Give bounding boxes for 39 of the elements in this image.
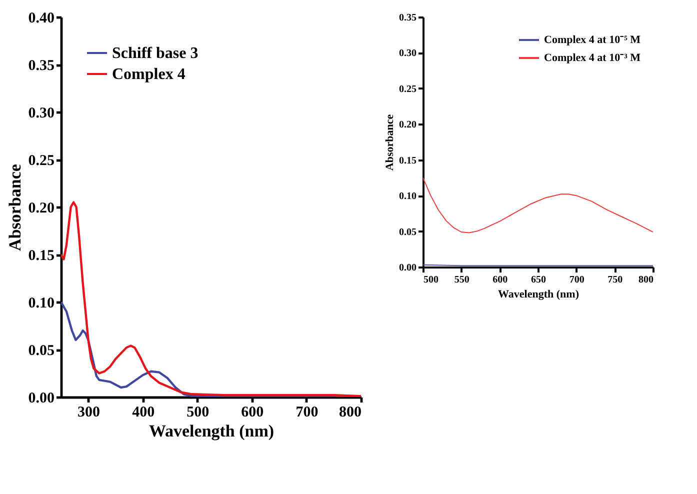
y-tick-label: 0.35 [399, 12, 416, 24]
y-tick-label: 0.20 [399, 120, 416, 131]
y-tick-label: 0.25 [28, 153, 54, 169]
x-tick-label: 750 [608, 274, 623, 286]
x-tick-label: 700 [569, 274, 584, 286]
legend-label: Complex 4 at 10⁻³ M [544, 52, 642, 64]
legend-label: Complex 4 [112, 66, 186, 83]
x-tick-label: 650 [531, 274, 546, 286]
x-axis-title: Wavelength (nm) [498, 288, 580, 300]
y-axis-title: Absorbance [5, 164, 24, 251]
x-tick-label: 600 [492, 274, 508, 286]
x-tick-label: 500 [186, 404, 210, 420]
x-tick-label: 500 [424, 274, 438, 286]
y-axis-title: Absorbance [384, 114, 396, 171]
x-tick-label: 550 [454, 274, 470, 286]
y-tick-label: 0.00 [28, 390, 54, 406]
x-tick-label: 300 [78, 404, 100, 420]
x-tick-label: 800 [339, 404, 362, 420]
y-tick-label: 0.05 [399, 226, 416, 238]
x-tick-label: 700 [296, 404, 318, 420]
x-tick-label: 800 [638, 274, 654, 286]
y-tick-label: 0.25 [399, 84, 416, 95]
y-tick-label: 0.40 [28, 10, 54, 26]
legend-label: Schiff base 3 [112, 45, 198, 62]
x-axis-title: Wavelength (nm) [148, 422, 274, 440]
y-tick-label: 0.30 [28, 106, 54, 122]
legend-label: Complex 4 at 10⁻⁵ M [544, 34, 642, 46]
y-tick-label: 0.30 [399, 48, 416, 60]
y-tick-label: 0.15 [28, 248, 54, 264]
y-tick-label: 0.10 [28, 296, 54, 312]
y-tick-label: 0.10 [399, 191, 416, 202]
y-tick-label: 0.35 [28, 58, 54, 74]
x-tick-label: 400 [132, 404, 155, 420]
y-tick-label: 0.05 [28, 343, 54, 359]
line-series [423, 177, 653, 234]
y-tick-label: 0.20 [28, 200, 54, 216]
x-tick-label: 600 [241, 404, 264, 420]
y-tick-label: 0.00 [399, 262, 416, 274]
y-tick-label: 0.15 [399, 155, 416, 166]
